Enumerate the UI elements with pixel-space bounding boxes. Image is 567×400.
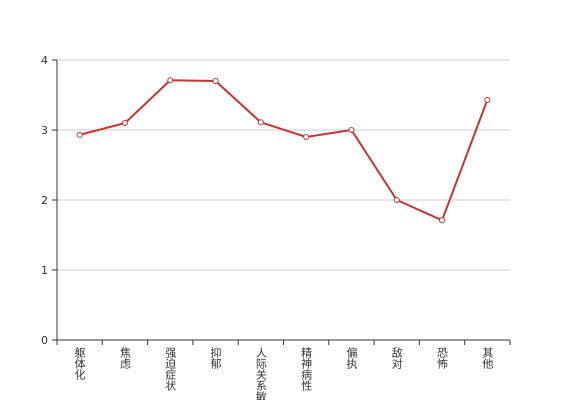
point [393,197,400,203]
point [484,96,491,103]
point [76,131,83,138]
point [167,77,174,84]
x-tick-label: 其他 [481,347,494,369]
x-tick-label: 强迫症状 [164,347,177,391]
x-tick-label: 抑郁 [209,346,222,369]
y-tick-label: 0 [41,334,48,347]
point [212,78,219,84]
y-tick-label: 1 [41,264,48,277]
point [121,120,128,126]
x-tick-label: 焦虑 [118,347,131,369]
x-tick-label: 精神病性 [300,347,313,392]
x-tick-label: 人际关系敏感 [254,347,267,400]
point [257,119,264,126]
x-tick-label: 恐怖 [436,347,449,369]
point [348,127,355,133]
point [439,217,446,224]
y-tick-label: 4 [41,54,48,67]
y-tick-label: 2 [41,194,48,207]
x-tick-label: 躯体化 [73,347,86,381]
line [79,79,489,222]
point [303,134,310,140]
y-tick-label: 3 [41,124,48,137]
x-tick-label: 偏执 [345,346,358,370]
x-tick-label: 敌对 [390,346,403,369]
